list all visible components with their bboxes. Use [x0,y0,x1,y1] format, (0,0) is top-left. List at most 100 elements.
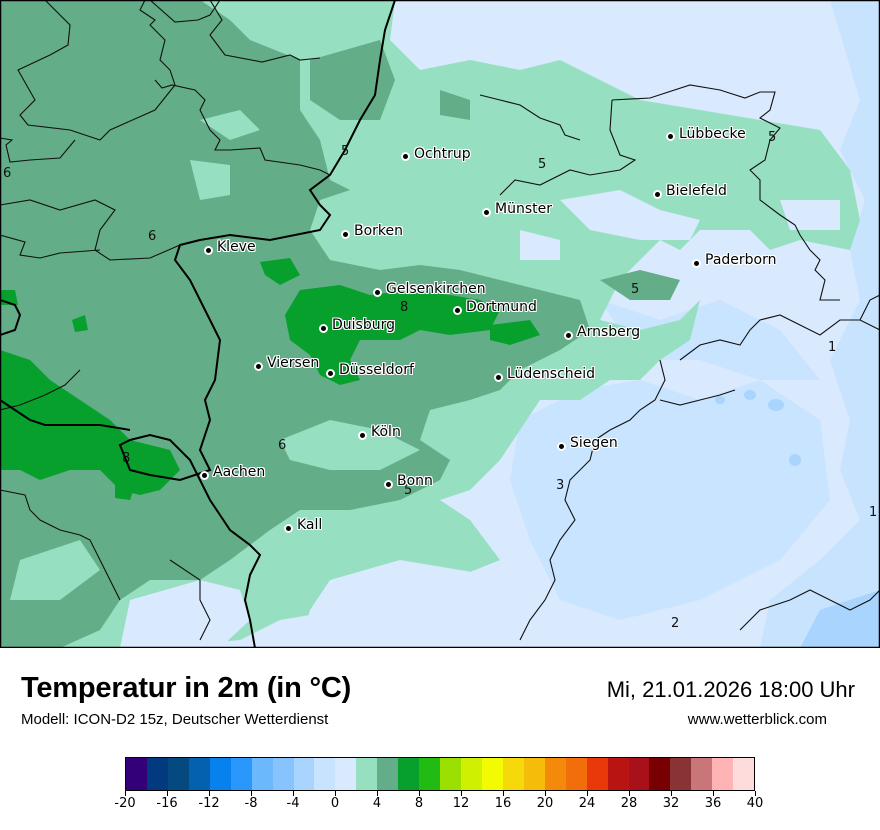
colorbar-tick-label: -4 [286,796,300,811]
contour-label: 6 [148,229,157,244]
colorbar-tick-label: 16 [494,796,512,811]
colorbar-bin [523,758,545,790]
colorbar-bin [356,758,378,790]
city-marker [343,232,348,237]
colorbar-tick-label: 8 [414,796,424,811]
contour-label: 1 [828,340,837,355]
colorbar-tick-label: 4 [372,796,382,811]
website-link[interactable]: www.wetterblick.com [687,711,827,728]
colorbar-tick-label: 24 [578,796,596,811]
colorbar-bin [544,758,566,790]
colorbar-tick [586,791,588,796]
colorbar-tick [460,791,462,796]
colorbar-tick [376,791,378,796]
city-label-koeln: Köln [371,424,401,440]
colorbar-tick [250,791,252,796]
colorbar-tick [208,791,210,796]
city-label-ochtrup: Ochtrup [414,146,471,162]
city-label-siegen: Siegen [570,435,618,451]
colorbar-bin [565,758,587,790]
colorbar-tick-label: -8 [244,796,258,811]
colorbar-tick [670,791,672,796]
city-label-bonn: Bonn [397,473,433,489]
colorbar-tick [502,791,504,796]
contour-label: 5 [341,144,350,159]
colorbar-tick-label: 40 [746,796,764,811]
colorbar-bin [691,758,713,790]
contour-label: 5 [631,282,640,297]
colorbar-tick-label: 20 [536,796,554,811]
city-label-duisburg: Duisburg [332,317,395,333]
map-footer [0,648,880,830]
colorbar-bin [607,758,629,790]
city-label-borken: Borken [354,223,404,239]
map-canvas [0,0,880,648]
colorbar-bin [649,758,671,790]
contour-label: 5 [538,157,547,172]
colorbar-bin [419,758,441,790]
contour-label: 3 [556,478,565,493]
colorbar-bin [586,758,608,790]
city-marker [321,326,326,331]
colorbar-bin [440,758,461,790]
colorbar-tick-label: 12 [452,796,470,811]
country-borders [0,0,396,648]
colorbar-bin [502,758,524,790]
city-marker [286,526,291,531]
temperature-colorbar [125,757,755,791]
colorbar-ticks: -20 -16 -12 -8 -4 0 4 8 12 16 20 24 28 32 36 40 [114,791,763,821]
colorbar-tick [334,791,336,796]
city-label-gelsenkirchen: Gelsenkirchen [386,281,486,297]
colorbar-tick-label: 0 [330,796,340,811]
city-label-luedenscheid: Lüdenscheid [507,366,596,382]
city-marker [566,333,571,338]
temperature-map: 6 5 5 5 6 5 8 1 6 8 3 5 1 2 Lübbecke Och… [0,0,880,648]
city-label-muenster: Münster [495,201,552,217]
city-marker [256,364,261,369]
city-marker [694,261,699,266]
contour-label: 6 [278,438,287,453]
colorbar-bin [230,758,252,790]
city-marker [360,433,365,438]
colorbar-bin [209,758,231,790]
colorbar-bin [188,758,210,790]
colorbar-bin [461,758,482,790]
city-marker [668,134,673,139]
city-label-viersen: Viersen [267,355,320,371]
colorbar-tick [628,791,630,796]
city-label-paderborn: Paderborn [705,252,777,268]
contour-label: 2 [671,616,680,631]
chart-title: Temperatur in 2m (in °C) [21,672,352,704]
contour-label: 6 [3,166,12,181]
colorbar-bin [167,758,189,790]
forecast-datetime: Mi, 21.01.2026 18:00 Uhr [606,677,855,702]
colorbar-tick-label: -16 [156,796,178,811]
colorbar-bin [628,758,650,790]
colorbar-tick [418,791,420,796]
city-marker [403,154,408,159]
city-marker [375,290,380,295]
colorbar-tick-label: -20 [114,796,136,811]
colorbar-tick [712,791,714,796]
city-label-duesseldorf: Düsseldorf [339,362,414,378]
temp-zone-minus2-0 [760,0,880,648]
colorbar-tick [544,791,546,796]
city-marker [655,192,660,197]
colorbar-bin [377,758,399,790]
city-label-aachen: Aachen [213,464,266,480]
contour-label: 5 [404,483,413,498]
state-borders [0,0,880,641]
colorbar-tick [124,791,126,796]
city-marker [206,248,211,253]
city-marker [559,444,564,449]
colorbar-bin [398,758,420,790]
colorbar-tick-label: 36 [704,796,722,811]
colorbar-bin [670,758,692,790]
contour-label: 8 [122,451,131,466]
contour-label: 5 [768,130,777,145]
contour-label: 8 [400,300,409,315]
city-label-bielefeld: Bielefeld [666,183,727,199]
model-source: Modell: ICON-D2 15z, Deutscher Wetterdie… [21,711,329,728]
city-marker [386,482,391,487]
city-marker [484,210,489,215]
